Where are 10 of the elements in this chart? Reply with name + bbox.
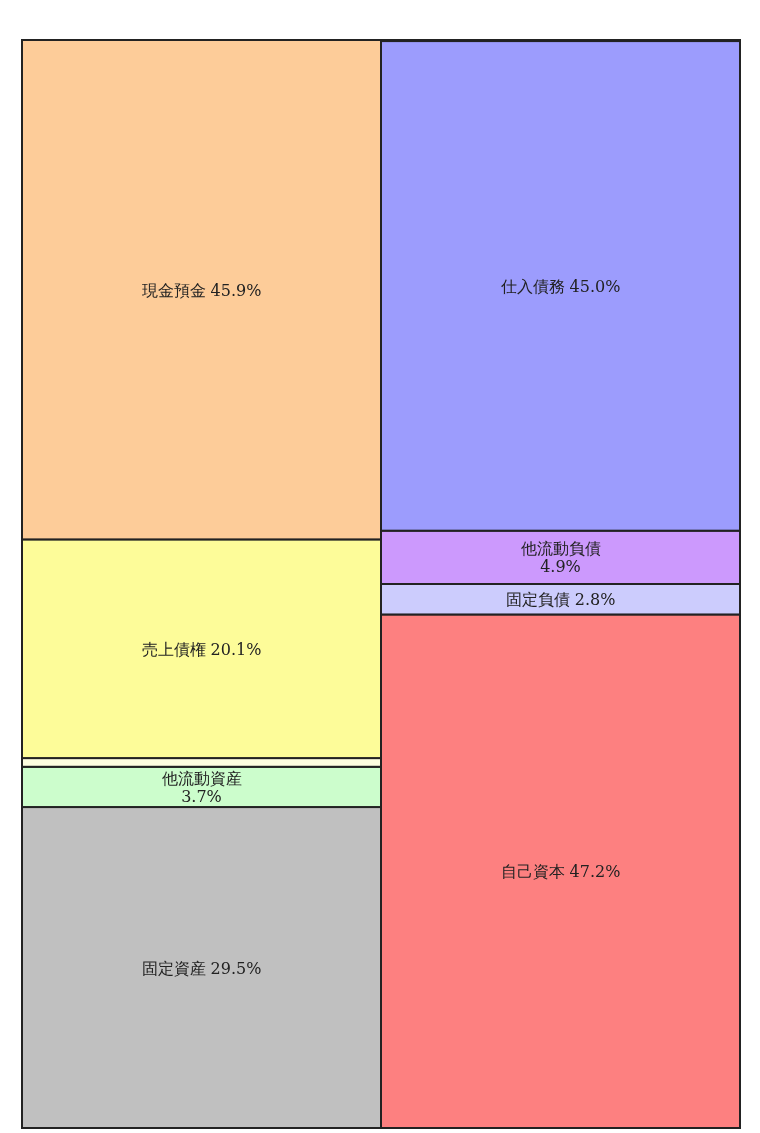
text: 固定負債 2.8% (505, 590, 616, 610)
text: 自己資本 47.2% (500, 862, 621, 882)
text: 固定資産 29.5% (141, 958, 262, 978)
series-label: 他流動資産 (161, 768, 242, 788)
text: 現金預金 45.9% (141, 280, 262, 300)
data-label: 3.7% (181, 786, 222, 806)
text: 売上債権 20.1% (141, 639, 262, 659)
series-label: 他流動負債 (520, 539, 601, 559)
text: 仕入債務 45.0% (500, 276, 621, 296)
data-label: 4.9% (540, 557, 581, 577)
